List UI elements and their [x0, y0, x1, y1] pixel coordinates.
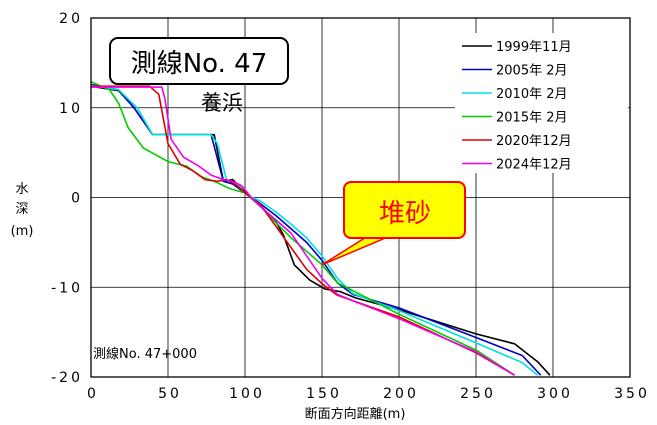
series-line-4	[91, 85, 515, 376]
transect-label-box	[109, 37, 289, 85]
series-line-2	[90, 84, 539, 376]
y-tick-label: -10	[51, 280, 83, 296]
x-tick-label: 200	[383, 386, 419, 402]
y-tick-label: 10	[59, 101, 83, 117]
legend-label-3: 2015年 2月	[496, 111, 568, 126]
x-tick-labels: 0 50 100 150 200 250 300 350	[87, 386, 650, 402]
y-axis-title-line3: (m)	[11, 224, 34, 239]
x-tick-label: 300	[537, 386, 573, 402]
series-line-5	[91, 86, 515, 376]
callout-label: 堆砂	[379, 199, 431, 229]
x-tick-label: 0	[87, 386, 99, 402]
transect-footnote: 測線No. 47+000	[93, 346, 197, 362]
y-axis-title-line2: 深	[15, 202, 28, 217]
y-axis-title-line1: 水	[15, 182, 28, 197]
y-tick-label: 0	[71, 191, 83, 207]
legend-label-0: 1999年11月	[496, 40, 572, 55]
x-tick-label: 50	[158, 386, 182, 402]
x-tick-label: 250	[460, 386, 496, 402]
x-tick-label: 350	[614, 386, 650, 402]
x-tick-label: 150	[306, 386, 342, 402]
series-line-3	[90, 80, 515, 376]
plot-frame	[90, 17, 631, 378]
legend-label-5: 2024年12月	[496, 158, 572, 173]
transect-label: 測線No. 47	[131, 49, 268, 79]
y-tick-label: 20	[59, 11, 83, 27]
x-axis-title: 断面方向距離(m)	[305, 406, 406, 422]
legend-label-1: 2005年 2月	[496, 64, 568, 79]
callout-box	[343, 181, 466, 239]
legend-label-4: 2020年12月	[496, 134, 572, 149]
legend-label-2: 2010年 2月	[496, 87, 568, 102]
y-tick-labels: 20 10 0 -10 -20	[51, 11, 83, 386]
legend-box	[455, 33, 628, 173]
y-tick-label: -20	[51, 370, 83, 386]
series-layer	[90, 80, 551, 376]
legend: 1999年11月 2005年 2月 2010年 2月 2015年 2月 2020年12月…	[455, 33, 628, 173]
x-tick-label: 100	[229, 386, 265, 402]
nourishment-label: 養浜	[201, 91, 243, 115]
